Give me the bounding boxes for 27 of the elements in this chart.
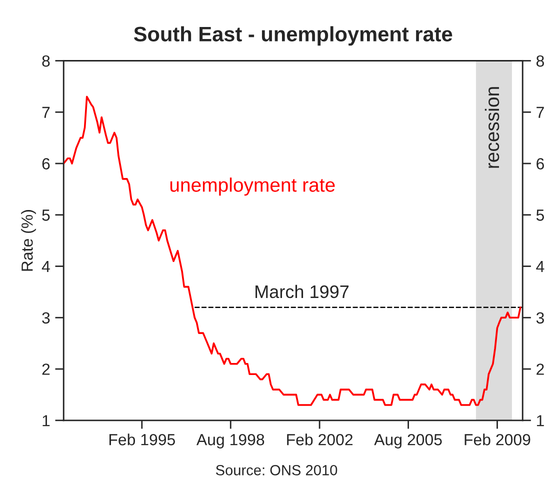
y-tick-label: 3 [42,312,50,324]
y2-tick-label: 2 [536,364,544,375]
annotation: March 1997 [256,284,349,298]
y2-tick-label: 1 [536,415,544,426]
band-label: recession [484,87,500,168]
y-tick-label: 4 [42,261,50,272]
x-tick-label: Feb 2002 [287,434,353,446]
x-tick-label: Feb 1995 [109,434,175,446]
chart-title: South East - unemployment rate [134,26,452,46]
source-note: Source: ONS 2010 [216,465,338,476]
y-axis-title: Rate (%) [21,210,36,271]
y2-tick-label: 4 [536,261,544,272]
y-tick-label: 6 [42,158,50,170]
y2-tick-label: 7 [536,106,544,118]
x-tick-label: Aug 1998 [196,434,264,448]
x-tick-label: Feb 2009 [464,434,530,446]
y2-tick-label: 6 [536,158,544,170]
x-tick-label: Aug 2005 [374,434,442,448]
y2-tick-label: 8 [536,55,544,67]
y-tick-label: 2 [42,364,50,375]
y-tick-label: 7 [42,106,50,118]
y-tick-label: 5 [42,210,50,221]
y2-tick-label: 5 [536,210,544,221]
y-tick-label: 1 [42,415,50,426]
y2-tick-label: 3 [536,312,544,324]
y-tick-label: 8 [42,55,50,67]
series-label: unemployment rate [170,178,335,196]
